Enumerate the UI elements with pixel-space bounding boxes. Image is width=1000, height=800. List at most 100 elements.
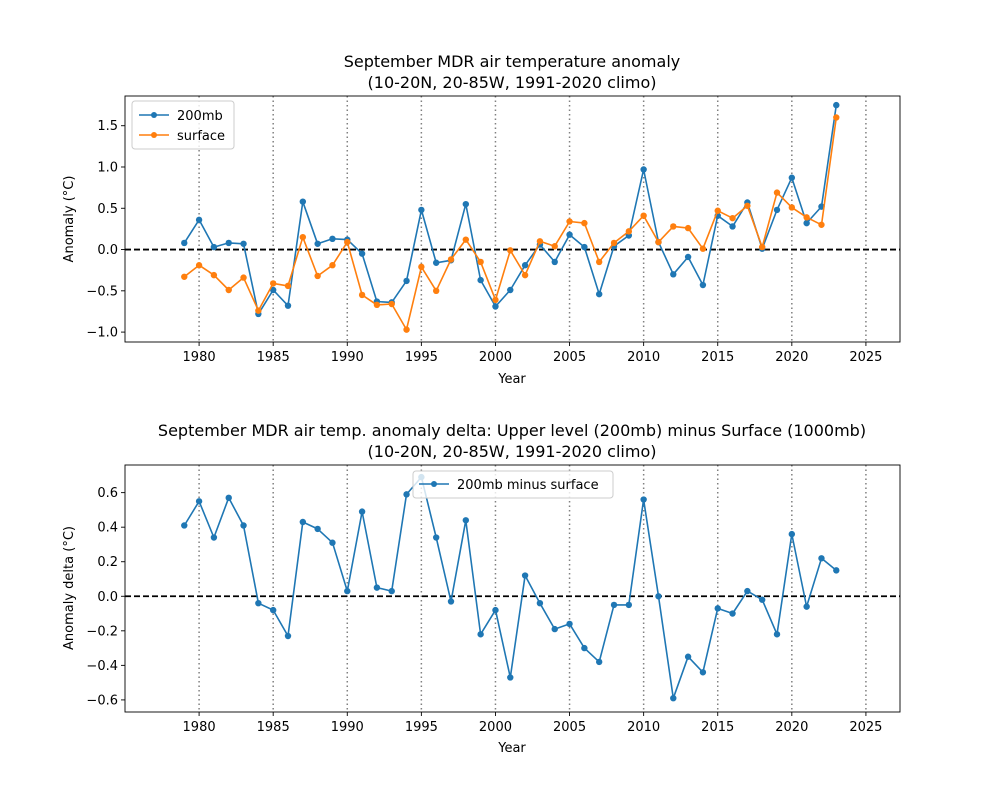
- y-tick-label: −0.5: [86, 284, 118, 299]
- data-point: [773, 206, 781, 214]
- x-axis-label: Year: [497, 741, 526, 756]
- data-point: [329, 235, 336, 243]
- x-tick-label: 2020: [775, 720, 808, 735]
- y-tick-label: 0.4: [97, 521, 118, 536]
- legend-marker-delta: [431, 481, 437, 487]
- data-point: [744, 202, 751, 209]
- y-tick-label: 0.5: [97, 202, 118, 217]
- data-point: [714, 605, 721, 612]
- data-point: [299, 198, 307, 205]
- data-point: [670, 271, 677, 278]
- data-point: [255, 599, 262, 607]
- data-point: [788, 204, 796, 211]
- data-point: [418, 206, 425, 214]
- data-point: [225, 239, 232, 247]
- legend: 200mb minus surface: [412, 470, 614, 499]
- data-point: [299, 233, 307, 241]
- y-tick-label: 0.6: [97, 486, 118, 501]
- data-point: [403, 491, 410, 498]
- data-point: [358, 508, 366, 515]
- chart-top-temperature-anomaly: September MDR air temperature anomaly (1…: [62, 52, 901, 387]
- data-point: [803, 214, 810, 221]
- data-point: [625, 228, 633, 235]
- legend-box: [412, 470, 614, 499]
- legend-box: [131, 100, 235, 150]
- data-point: [670, 223, 677, 230]
- legend: 200mb surface: [131, 100, 235, 150]
- data-point: [462, 236, 470, 243]
- data-point: [358, 250, 366, 257]
- data-point: [521, 262, 529, 269]
- data-point: [255, 307, 262, 314]
- y-axis-label: Anomaly (°C): [62, 176, 77, 263]
- data-point: [833, 114, 840, 121]
- data-point: [818, 555, 825, 562]
- data-point: [684, 224, 692, 232]
- data-point: [240, 274, 247, 281]
- data-point: [684, 253, 692, 261]
- legend-label-delta: 200mb minus surface: [457, 478, 599, 493]
- data-point: [269, 286, 277, 294]
- y-tick-label: 1.0: [97, 160, 118, 175]
- data-point: [314, 240, 321, 247]
- chart-title-line1: September MDR air temp. anomaly delta: U…: [158, 421, 866, 440]
- x-tick-label: 2005: [553, 720, 586, 735]
- data-point: [788, 530, 796, 538]
- data-point: [388, 587, 395, 595]
- data-point: [462, 200, 470, 208]
- y-tick-label: 0.0: [97, 243, 118, 258]
- data-point: [833, 101, 840, 109]
- y-tick-label: −1.0: [86, 326, 118, 341]
- data-point: [462, 517, 470, 524]
- data-point: [477, 258, 484, 266]
- data-point: [595, 290, 603, 298]
- x-tick-label: 1990: [331, 350, 364, 365]
- data-point: [329, 539, 336, 546]
- data-point: [773, 631, 781, 638]
- data-point: [536, 238, 544, 245]
- data-point: [818, 221, 825, 228]
- axes-frame: [124, 464, 901, 713]
- x-tick-label: 2010: [627, 720, 660, 735]
- data-point: [640, 166, 647, 173]
- data-point: [373, 301, 381, 309]
- data-point: [803, 219, 810, 227]
- axes-frame: [124, 95, 901, 343]
- data-point: [477, 276, 484, 284]
- x-tick-label: 2015: [701, 720, 734, 735]
- data-point: [432, 287, 440, 295]
- data-point: [181, 522, 188, 529]
- chart-title-line2: (10-20N, 20-85W, 1991-2020 climo): [368, 73, 657, 92]
- data-point: [210, 243, 218, 251]
- data-point: [581, 243, 588, 251]
- y-tick-label: −0.4: [86, 659, 118, 674]
- y-tick-label: −0.6: [86, 693, 118, 708]
- data-point: [581, 219, 588, 227]
- y-tick-label: −0.2: [86, 624, 118, 639]
- data-point: [284, 282, 292, 290]
- data-point: [699, 669, 707, 676]
- data-point: [210, 534, 218, 541]
- data-point: [714, 207, 721, 214]
- data-point: [225, 494, 232, 502]
- x-tick-label: 1985: [257, 350, 290, 365]
- data-point: [788, 174, 796, 181]
- data-point: [551, 258, 558, 266]
- data-point: [729, 214, 736, 222]
- data-point: [447, 256, 455, 263]
- data-point: [625, 601, 633, 609]
- data-point: [492, 606, 499, 614]
- data-point: [729, 610, 736, 617]
- y-tick-label: 0.0: [97, 590, 118, 605]
- x-tick-label: 2010: [627, 350, 660, 365]
- data-point: [610, 239, 618, 247]
- data-point: [758, 596, 766, 603]
- x-tick-label: 2015: [701, 350, 734, 365]
- data-point: [240, 240, 247, 247]
- data-point: [432, 534, 440, 541]
- data-point: [758, 243, 766, 251]
- data-point: [225, 286, 232, 294]
- data-point: [284, 632, 292, 640]
- data-point: [699, 245, 707, 252]
- data-point: [403, 326, 410, 333]
